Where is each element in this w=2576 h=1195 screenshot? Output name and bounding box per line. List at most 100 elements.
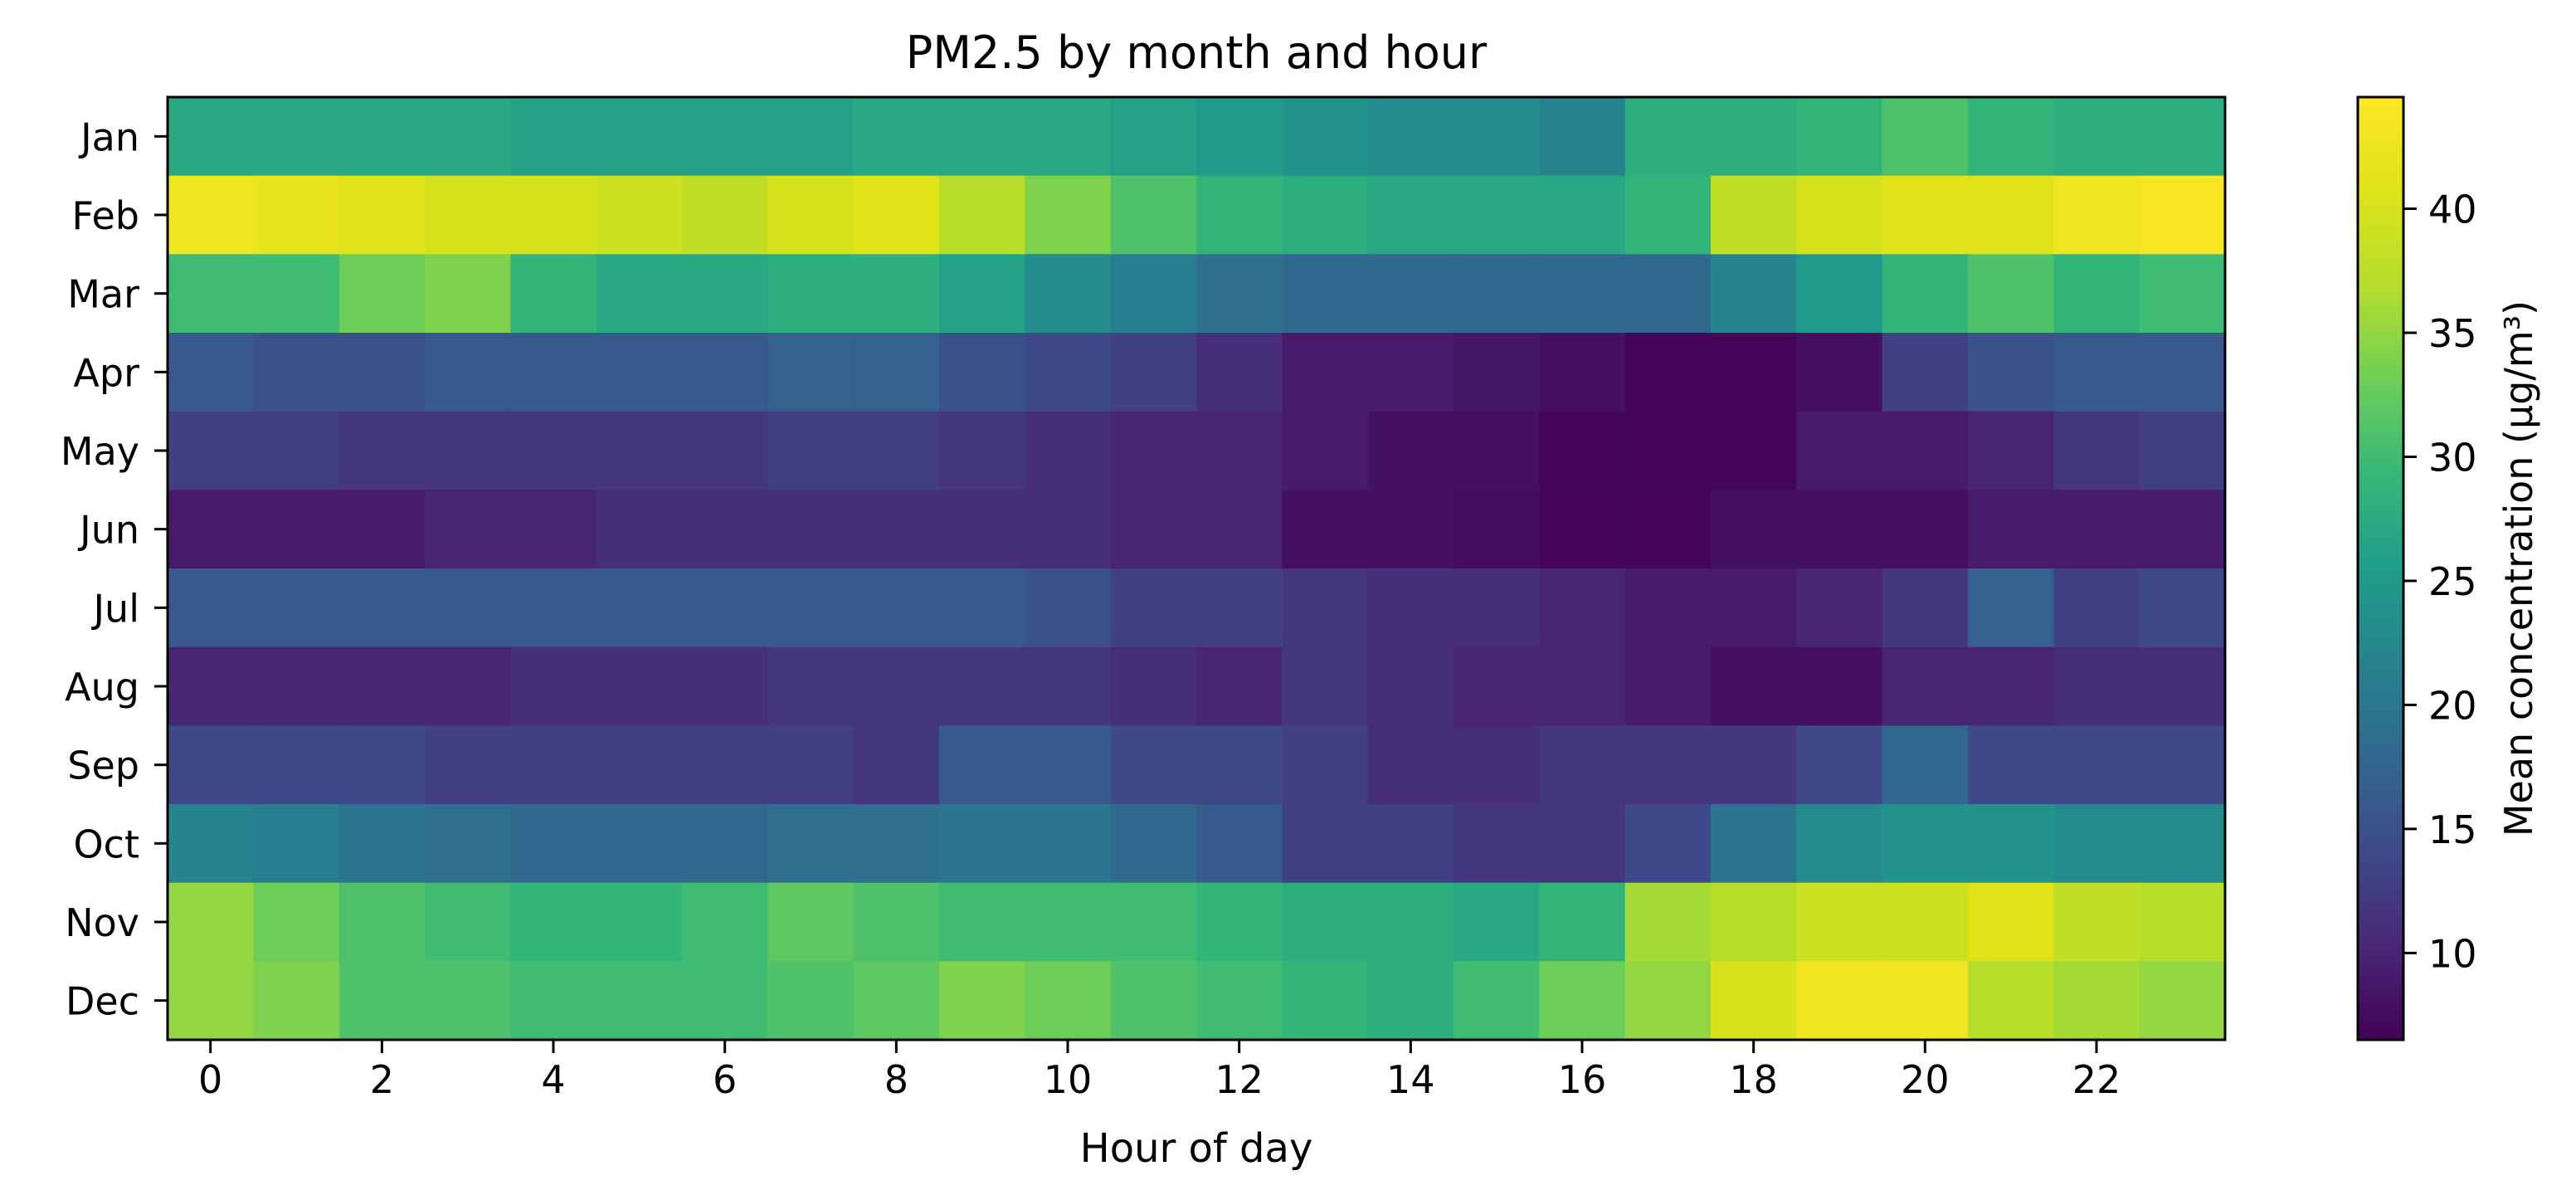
heatmap-cell [1796, 97, 1883, 177]
colorbar-tick-label: 20 [2428, 683, 2477, 728]
heatmap-cell [1110, 882, 1197, 962]
heatmap-cell [510, 725, 597, 805]
heatmap-cell [1196, 804, 1283, 884]
heatmap-cell [1367, 725, 1454, 805]
heatmap-cell [1196, 333, 1283, 412]
heatmap-cell [767, 882, 855, 962]
heatmap-cell [596, 333, 683, 412]
heatmap-cell [1711, 97, 1797, 177]
heatmap-cell [1196, 175, 1283, 255]
heatmap-cell [1454, 490, 1540, 569]
heatmap-cell [767, 725, 855, 805]
heatmap-cell [1367, 254, 1454, 334]
x-tick-label: 2 [370, 1057, 394, 1102]
heatmap-cell [1882, 961, 1969, 1041]
heatmap-cell [1025, 804, 1112, 884]
heatmap-cell [1624, 568, 1712, 648]
heatmap-cell [939, 411, 1025, 490]
heatmap-cell [939, 490, 1025, 569]
heatmap-cell [1711, 175, 1797, 255]
heatmap-cell [1110, 333, 1197, 412]
heatmap-cell [682, 175, 768, 255]
heatmap-cell [1025, 254, 1112, 334]
heatmap-cell [1025, 490, 1112, 569]
heatmap-cell [1882, 97, 1969, 177]
heatmap-cell [1882, 804, 1969, 884]
heatmap-cell [253, 97, 340, 177]
heatmap-cell [1882, 411, 1969, 490]
heatmap-cell [510, 175, 597, 255]
heatmap-cell [1539, 175, 1626, 255]
heatmap-cell [425, 725, 511, 805]
heatmap-cell [510, 646, 597, 726]
heatmap-cell [253, 175, 340, 255]
y-tick-label: Apr [73, 350, 139, 395]
heatmap-cell [1454, 333, 1540, 412]
heatmap-cell [1624, 254, 1712, 334]
heatmap-cell [1968, 725, 2054, 805]
heatmap-cell [1110, 411, 1197, 490]
heatmap-cell [767, 646, 855, 726]
y-tick-label: Jul [90, 586, 139, 631]
heatmap-cell [1968, 490, 2054, 569]
heatmap-cell [1367, 175, 1454, 255]
heatmap-cell [338, 882, 426, 962]
heatmap-cell [338, 961, 426, 1041]
heatmap-cell [2053, 882, 2140, 962]
heatmap-cell [853, 333, 940, 412]
heatmap-cell [1282, 725, 1369, 805]
heatmap-cell [596, 961, 683, 1041]
heatmap-cell [168, 646, 254, 726]
heatmap-cell [253, 961, 340, 1041]
heatmap-cell [767, 97, 855, 177]
heatmap-cell [853, 175, 940, 255]
heatmap-cell [1711, 254, 1797, 334]
y-tick-label: Mar [67, 272, 139, 317]
heatmap-cell [1796, 254, 1883, 334]
heatmap-cell [596, 97, 683, 177]
heatmap-cell [1539, 333, 1626, 412]
heatmap-cell [253, 490, 340, 569]
heatmap-cell [682, 725, 768, 805]
heatmap-cell [853, 490, 940, 569]
x-tick-label: 14 [1386, 1057, 1435, 1102]
heatmap-cell [510, 882, 597, 962]
heatmap-cell [1539, 490, 1626, 569]
heatmap-cell [596, 646, 683, 726]
heatmap-cell [168, 411, 254, 490]
heatmap-cell [338, 254, 426, 334]
heatmap-cell [2139, 961, 2226, 1041]
heatmap-cell [1796, 568, 1883, 648]
heatmap-cell [1110, 961, 1197, 1041]
heatmap-cell [2053, 254, 2140, 334]
heatmap-cell [168, 333, 254, 412]
colorbar-label: Mean concentration (µg/m³) [2496, 300, 2541, 836]
heatmap-cell [1367, 333, 1454, 412]
heatmap-cell [682, 646, 768, 726]
heatmap-cell [2053, 646, 2140, 726]
heatmap-cell [939, 804, 1025, 884]
heatmap-cell [1454, 961, 1540, 1041]
heatmap-cell [1025, 568, 1112, 648]
heatmap-cell [1882, 490, 1969, 569]
heatmap-cell [1367, 961, 1454, 1041]
heatmap-cell [510, 568, 597, 648]
colorbar-tick-label: 30 [2428, 435, 2477, 480]
x-tick-label: 12 [1215, 1057, 1264, 1102]
heatmap-cell [1968, 646, 2054, 726]
heatmap-cell [1025, 882, 1112, 962]
heatmap-cell [1367, 490, 1454, 569]
heatmap-cell [2053, 568, 2140, 648]
heatmap-cell [1367, 411, 1454, 490]
heatmap-cell [1282, 882, 1369, 962]
heatmap-cell [682, 333, 768, 412]
heatmap-cell [1454, 411, 1540, 490]
heatmap-cell [1968, 97, 2054, 177]
colorbar-tick-label: 40 [2428, 188, 2477, 232]
heatmap-cell [2139, 725, 2226, 805]
heatmap-cell [1454, 97, 1540, 177]
heatmap-cell [1796, 804, 1883, 884]
heatmap-cell [767, 411, 855, 490]
heatmap-cell [1454, 568, 1540, 648]
